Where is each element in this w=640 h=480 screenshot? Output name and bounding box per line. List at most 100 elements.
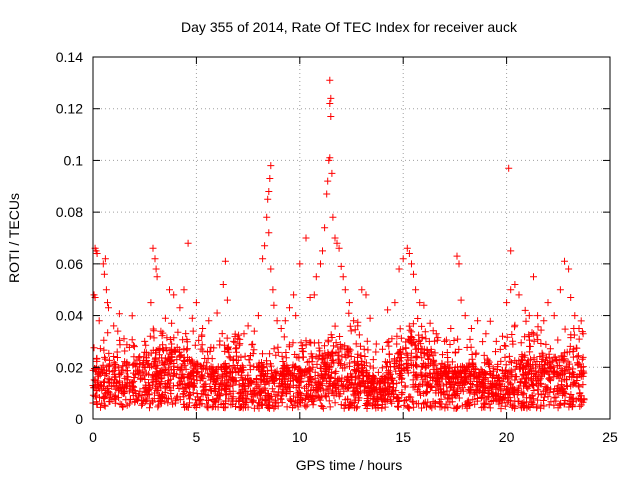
data-point [254,312,262,320]
data-point [447,325,455,332]
data-point [392,387,400,395]
data-point [335,348,343,356]
data-point [483,355,491,363]
data-point [520,401,528,409]
data-point [412,354,420,362]
data-point [142,383,150,391]
data-point [363,337,371,345]
data-point [315,351,323,359]
data-point [455,369,463,377]
data-point [547,385,555,393]
data-point [298,342,306,350]
data-point [442,336,450,344]
data-point [328,334,336,341]
data-point [172,397,179,405]
data-point [502,342,510,350]
data-point [312,273,320,281]
data-point [218,381,226,389]
data-point [278,352,286,360]
data-point [521,333,529,341]
data-point [421,364,429,372]
data-point [481,359,489,367]
data-point [238,385,246,393]
data-point [508,372,516,380]
data-point [90,344,98,352]
data-point [123,376,131,384]
data-point [554,362,562,370]
data-point [377,384,385,392]
data-point [246,376,254,384]
data-point [278,372,286,380]
data-point [268,366,275,374]
data-point [511,376,519,384]
data-point [138,374,146,382]
data-point [127,379,135,387]
data-point [120,384,128,392]
data-point [310,339,318,347]
data-point [115,364,123,372]
data-point [266,175,274,182]
data-point [105,304,112,312]
data-point [453,374,461,382]
data-point [353,362,361,369]
data-point [311,368,319,376]
data-point [148,376,156,384]
data-point [167,390,175,398]
data-point [543,384,551,392]
data-point [346,362,353,370]
data-point [237,374,245,382]
y-tick-label: 0.02 [56,359,83,375]
data-point [135,354,143,362]
axis-ticks: 0 5 10 15 20 25 0 0.02 0.04 0.06 0.08 0.1 0.12 0.14 [56,49,618,445]
data-point [525,331,533,339]
data-point [373,386,381,394]
data-point [103,389,111,396]
data-point [162,344,170,352]
data-point [211,380,219,388]
data-point [178,373,186,381]
data-point [192,299,200,307]
data-point [559,391,567,399]
data-point [556,286,564,294]
data-point [468,381,476,388]
data-point [427,383,435,391]
data-point [564,364,572,372]
data-point [563,376,571,384]
data-point [383,339,391,346]
data-point [324,385,332,393]
data-point [191,341,199,349]
data-point [181,357,189,365]
data-point [374,396,382,404]
data-point [343,346,351,354]
data-point [217,379,225,387]
data-point [457,296,465,304]
data-point [154,403,162,411]
data-point [317,260,324,268]
data-point [273,317,281,325]
x-tick-label: 0 [89,429,97,445]
data-point [473,397,481,405]
data-point [527,365,535,373]
data-point [470,363,477,371]
data-point [513,359,521,367]
data-point [355,331,363,339]
data-point [188,314,196,322]
data-point [507,286,515,294]
data-point [418,334,426,342]
data-point [472,371,480,379]
y-tick-label: 0 [75,411,83,427]
data-point [104,299,111,307]
data-point [96,345,104,353]
data-point [209,402,217,410]
data-point [289,339,297,347]
data-point [217,401,225,408]
data-point [390,380,397,388]
data-point [210,344,218,352]
data-point [115,379,123,387]
data-point [307,386,315,394]
data-point [450,337,458,344]
data-point [150,395,158,403]
data-point [324,177,332,185]
data-point [156,381,164,389]
data-point [507,247,515,255]
